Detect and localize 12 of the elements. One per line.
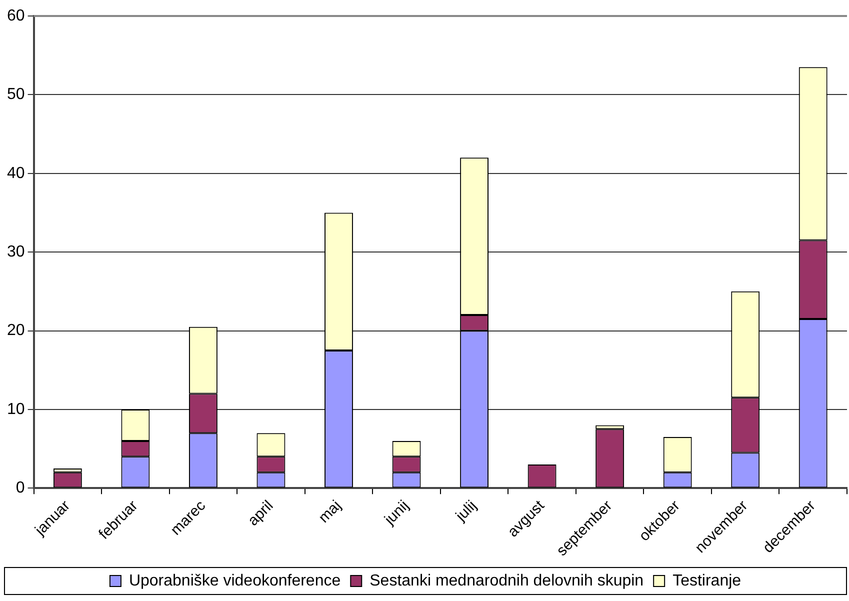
y-tick-label: 40	[7, 164, 25, 182]
y-tick-label: 0	[16, 480, 25, 497]
y-tick-label: 60	[7, 7, 25, 24]
legend-label: Uporabniške videokonference	[128, 572, 341, 590]
legend-label: Testiranje	[672, 572, 742, 590]
y-tick-label: 10	[7, 400, 25, 418]
x-tick-label: maj	[315, 497, 345, 526]
y-tick-label: 20	[7, 322, 25, 340]
y-tick-label: 30	[7, 243, 25, 260]
x-tick-label: julij	[452, 497, 480, 526]
legend-label: Sestanki mednarodnih delovnih skupin	[370, 572, 644, 590]
y-tick-label: 50	[7, 86, 25, 104]
